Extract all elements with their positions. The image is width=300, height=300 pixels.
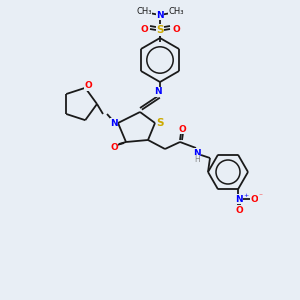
Text: ⁻: ⁻	[258, 192, 262, 201]
Text: O: O	[110, 143, 118, 152]
Text: +: +	[243, 193, 249, 198]
Text: S: S	[156, 25, 164, 35]
Text: N: N	[156, 11, 164, 20]
Text: N: N	[235, 195, 243, 204]
Text: N: N	[154, 88, 162, 97]
Text: N: N	[193, 148, 201, 158]
Text: CH₃: CH₃	[136, 7, 152, 16]
Text: CH₃: CH₃	[168, 7, 184, 16]
Text: N: N	[110, 118, 118, 127]
Text: O: O	[250, 195, 258, 204]
Text: S: S	[156, 118, 164, 128]
Text: O: O	[84, 81, 92, 90]
Text: O: O	[140, 25, 148, 34]
Text: O: O	[178, 124, 186, 134]
Text: O: O	[235, 206, 243, 215]
Text: H: H	[194, 155, 200, 164]
Text: O: O	[172, 25, 180, 34]
